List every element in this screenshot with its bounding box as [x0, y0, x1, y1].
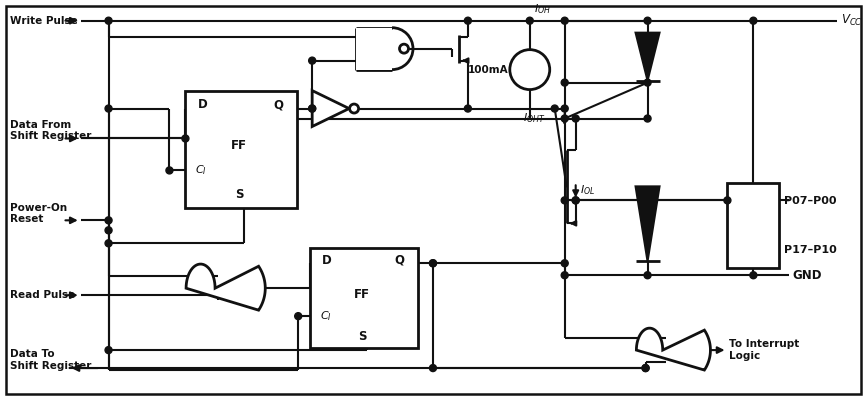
Text: Write Pulse: Write Pulse — [10, 16, 77, 26]
Circle shape — [572, 197, 579, 204]
Text: FF: FF — [354, 288, 370, 301]
Circle shape — [644, 79, 651, 86]
Circle shape — [349, 104, 359, 113]
Text: Data From
Shift Register: Data From Shift Register — [10, 120, 91, 141]
Circle shape — [429, 260, 436, 267]
Text: D: D — [198, 98, 207, 111]
Circle shape — [465, 105, 472, 112]
Circle shape — [561, 105, 568, 112]
Text: $I_{OHT}$: $I_{OHT}$ — [523, 112, 545, 125]
Circle shape — [105, 217, 112, 224]
Circle shape — [750, 17, 757, 24]
Text: $V_{CC}$: $V_{CC}$ — [841, 13, 863, 28]
Bar — [727, 184, 779, 268]
Text: Data To
Shift Register: Data To Shift Register — [10, 349, 91, 371]
Circle shape — [105, 17, 112, 24]
Polygon shape — [636, 186, 660, 261]
Circle shape — [309, 105, 316, 112]
Text: D: D — [323, 254, 332, 267]
Circle shape — [561, 17, 568, 24]
Circle shape — [572, 197, 579, 204]
Bar — [186, 91, 297, 208]
Text: $I_{OH}$: $I_{OH}$ — [534, 2, 551, 16]
Bar — [356, 28, 392, 69]
Text: 100mA: 100mA — [468, 65, 509, 75]
Text: S: S — [235, 188, 244, 201]
Circle shape — [510, 49, 550, 89]
Circle shape — [644, 115, 651, 122]
Circle shape — [644, 272, 651, 279]
Circle shape — [309, 57, 316, 64]
Polygon shape — [186, 264, 265, 310]
Circle shape — [561, 115, 568, 122]
Circle shape — [644, 17, 651, 24]
Circle shape — [750, 272, 757, 279]
Circle shape — [642, 365, 649, 371]
Circle shape — [105, 227, 112, 234]
Circle shape — [166, 167, 173, 174]
Circle shape — [429, 260, 436, 267]
Text: $C_I$: $C_I$ — [195, 164, 207, 177]
Polygon shape — [312, 91, 349, 126]
Circle shape — [572, 115, 579, 122]
Text: FF: FF — [231, 139, 247, 152]
Circle shape — [105, 347, 112, 354]
Polygon shape — [636, 328, 710, 370]
Circle shape — [561, 197, 568, 204]
Circle shape — [642, 365, 649, 371]
Text: Read Pulse: Read Pulse — [10, 290, 75, 300]
Circle shape — [182, 135, 189, 142]
Circle shape — [526, 17, 533, 24]
Circle shape — [465, 17, 472, 24]
Text: S: S — [358, 330, 367, 343]
Circle shape — [644, 197, 651, 204]
Text: Power-On
Reset: Power-On Reset — [10, 203, 67, 224]
Text: $C_I$: $C_I$ — [320, 309, 332, 323]
Circle shape — [309, 105, 316, 112]
Circle shape — [561, 79, 568, 86]
Circle shape — [295, 313, 302, 320]
Circle shape — [724, 197, 731, 204]
Text: Q: Q — [273, 98, 284, 111]
Circle shape — [561, 272, 568, 279]
Circle shape — [551, 105, 558, 112]
Text: P17–P10: P17–P10 — [785, 245, 837, 255]
Text: To Interrupt
Logic: To Interrupt Logic — [729, 339, 799, 361]
Circle shape — [400, 44, 408, 53]
Text: P07–P00: P07–P00 — [785, 196, 837, 206]
Circle shape — [644, 197, 651, 204]
Bar — [310, 248, 418, 348]
Circle shape — [561, 260, 568, 267]
Text: $I_{OL}$: $I_{OL}$ — [580, 184, 595, 197]
Circle shape — [105, 105, 112, 112]
Circle shape — [105, 240, 112, 247]
Circle shape — [429, 365, 436, 371]
Text: Q: Q — [394, 254, 404, 267]
Polygon shape — [636, 33, 660, 81]
Text: GND: GND — [792, 269, 822, 282]
